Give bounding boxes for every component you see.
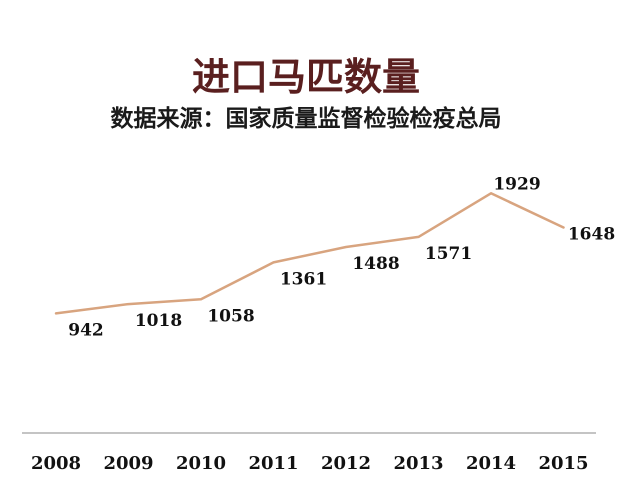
plot-area: 942 1018 1058 1361 1488 1571 1929 1648 2008 2009… xyxy=(22,174,615,474)
x-tick-label: 2014 xyxy=(466,453,516,474)
x-tick-label: 2008 xyxy=(31,453,81,474)
x-tick-label: 2009 xyxy=(103,453,153,474)
x-tick-label: 2015 xyxy=(538,453,588,474)
data-label: 1361 xyxy=(280,269,327,289)
data-label: 1571 xyxy=(425,244,472,264)
chart-title: 进口马匹数量 xyxy=(192,55,420,99)
x-tick-label: 2013 xyxy=(393,453,443,474)
x-tick-label: 2010 xyxy=(176,453,226,474)
data-label: 942 xyxy=(68,320,104,340)
x-tick-label: 2012 xyxy=(321,453,371,474)
data-label: 1929 xyxy=(493,174,540,194)
data-label: 1648 xyxy=(568,225,615,245)
data-label: 1018 xyxy=(135,311,182,331)
data-label: 1488 xyxy=(352,254,399,274)
x-axis-tick-labels: 2008 2009 2010 2011 2012 2013 2014 2015 xyxy=(31,453,589,474)
series-line xyxy=(54,192,565,315)
data-labels: 942 1018 1058 1361 1488 1571 1929 1648 xyxy=(68,174,615,340)
chart-subtitle: 数据来源：国家质量监督检验检疫总局 xyxy=(111,105,502,132)
x-tick-label: 2011 xyxy=(248,453,298,474)
data-label: 1058 xyxy=(207,306,254,326)
